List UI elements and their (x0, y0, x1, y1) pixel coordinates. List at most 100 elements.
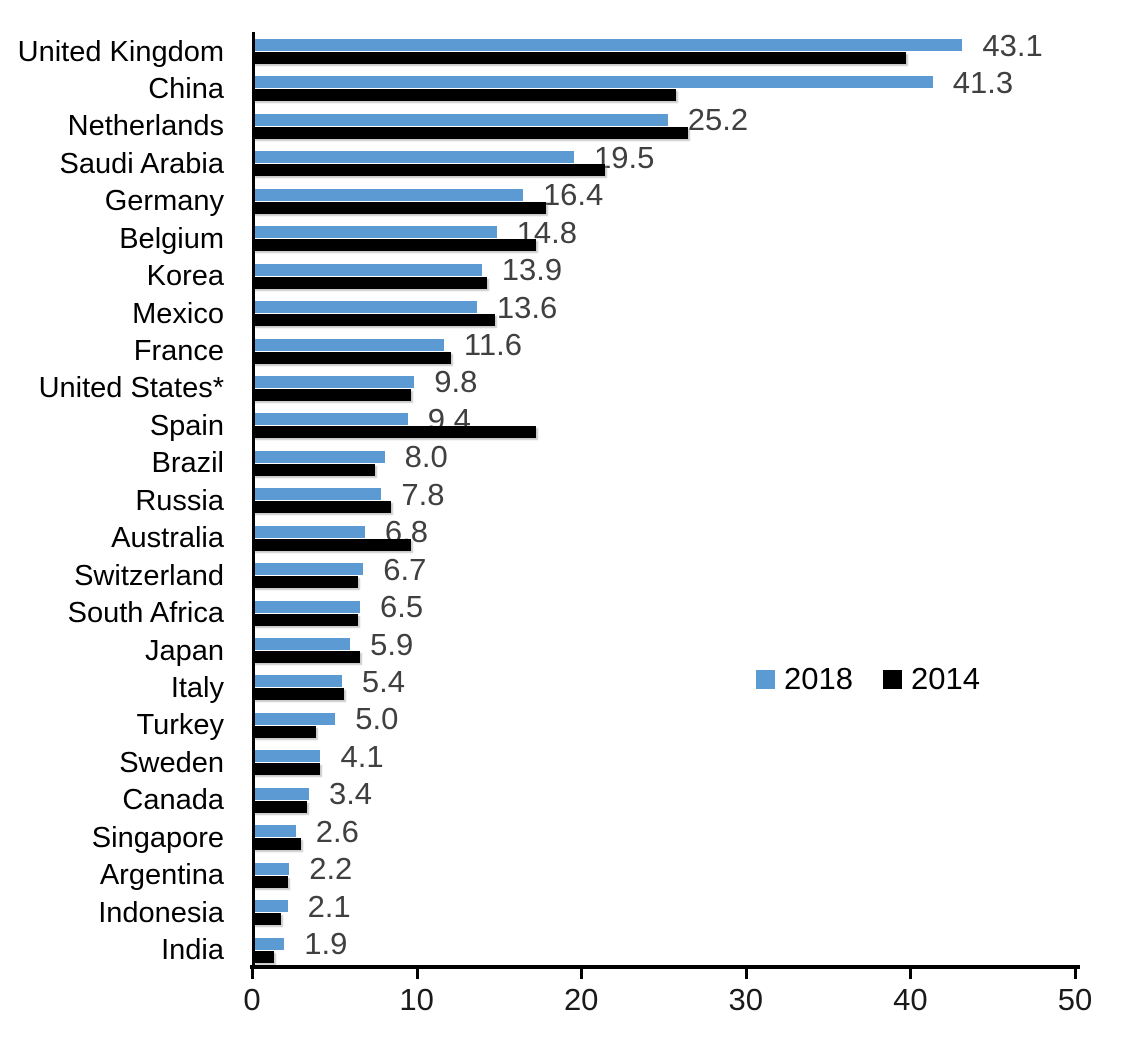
bar-2018 (253, 263, 482, 276)
category-label: Canada (122, 784, 224, 817)
bar-2014 (253, 763, 321, 776)
bar-2018 (253, 113, 668, 126)
bar-2014 (253, 913, 281, 926)
value-label: 8.0 (404, 439, 448, 475)
x-axis-tick (415, 969, 419, 979)
bar-2018 (253, 900, 288, 913)
legend-label-2014: 2014 (910, 661, 980, 696)
category-label: Saudi Arabia (59, 147, 224, 180)
category-label: Spain (149, 409, 224, 442)
value-label: 41.3 (952, 64, 1014, 100)
category-label: Singapore (91, 821, 224, 854)
value-label: 25.2 (687, 102, 749, 138)
bar-2014 (253, 501, 392, 514)
value-label: 3.4 (328, 776, 373, 812)
x-axis-tick-label: 40 (893, 982, 928, 1017)
category-label: Argentina (99, 859, 224, 892)
category-label: Russia (135, 484, 224, 517)
value-label: 6.7 (383, 551, 427, 587)
category-label: United States* (38, 372, 224, 405)
bar-2018 (253, 862, 290, 875)
category-label: Brazil (151, 447, 224, 480)
bar-2014 (253, 463, 375, 476)
category-label: Switzerland (74, 559, 224, 592)
legend-item-2014: 2014 (882, 661, 980, 697)
bar-2018 (253, 375, 415, 388)
bar-2014 (253, 201, 546, 214)
value-label: 5.0 (355, 701, 399, 737)
bar-2018 (253, 301, 477, 314)
bar-2018 (253, 937, 285, 950)
bar-2014 (253, 426, 537, 439)
bar-2018 (253, 188, 523, 201)
category-label: India (161, 934, 224, 967)
bar-2014 (253, 875, 288, 888)
value-label: 9.8 (434, 364, 478, 400)
category-label: Germany (104, 185, 224, 218)
x-axis-tick (251, 969, 254, 979)
category-label: Australia (111, 522, 224, 555)
value-label: 16.4 (542, 177, 604, 213)
x-axis-tick (744, 969, 748, 979)
bar-2014 (253, 576, 359, 589)
bar-2014 (253, 838, 301, 851)
x-axis-tick (1074, 969, 1077, 979)
bar-2018 (253, 39, 963, 51)
category-label: Netherlands (67, 110, 224, 143)
bar-2018 (253, 338, 444, 351)
bar-2018 (253, 712, 336, 725)
bar-2018 (253, 226, 497, 239)
bar-2014 (253, 688, 344, 701)
bar-2018 (253, 638, 351, 651)
category-label: Japan (144, 634, 224, 667)
value-label: 1.9 (304, 926, 348, 962)
value-label: 6.5 (379, 589, 424, 625)
bar-2018 (253, 675, 342, 688)
bar-2018 (253, 787, 309, 800)
category-label: Belgium (119, 222, 224, 255)
value-label: 43.1 (982, 27, 1043, 63)
category-label: Italy (170, 671, 224, 704)
category-label: Sweden (119, 746, 224, 779)
value-label: 13.9 (501, 252, 563, 288)
bar-2018 (253, 600, 360, 613)
legend-swatch-2014 (882, 669, 902, 689)
bar-2014 (253, 89, 677, 102)
bar-2014 (253, 126, 688, 139)
value-label: 13.6 (496, 289, 558, 325)
category-label: South Africa (67, 597, 224, 630)
bar-2018 (253, 151, 574, 164)
value-label: 2.2 (309, 851, 353, 887)
category-label: United Kingdom (17, 35, 224, 68)
category-label: Korea (146, 260, 224, 293)
bar-2014 (253, 538, 412, 551)
bar-2018 (253, 825, 296, 838)
legend-item-2018: 2018 (756, 661, 853, 697)
bar-2014 (253, 239, 537, 252)
x-axis-tick-label: 10 (399, 982, 434, 1017)
value-label: 2.6 (315, 813, 359, 849)
value-label: 5.9 (370, 626, 414, 662)
legend-swatch-2018 (756, 669, 775, 689)
bar-2014 (253, 388, 412, 401)
value-label: 5.4 (361, 663, 405, 699)
bar-2018 (253, 413, 408, 426)
bar-2018 (253, 525, 365, 538)
category-label: Turkey (136, 709, 224, 742)
category-label: Indonesia (98, 896, 224, 929)
legend-label-2018: 2018 (784, 661, 853, 696)
x-axis-tick-label: 20 (563, 982, 599, 1017)
bar-2014 (253, 314, 495, 327)
value-label: 7.8 (401, 476, 445, 512)
x-axis-line (250, 965, 1080, 969)
category-label: France (133, 335, 224, 368)
legend: 2018 2014 (756, 661, 980, 697)
x-axis-tick (909, 969, 913, 979)
value-label: 11.6 (463, 327, 522, 363)
bar-2018 (253, 563, 364, 576)
x-axis-tick-label: 30 (728, 982, 764, 1017)
bar-2018 (253, 76, 933, 89)
bar-2014 (253, 613, 359, 626)
bar-2014 (253, 800, 308, 813)
